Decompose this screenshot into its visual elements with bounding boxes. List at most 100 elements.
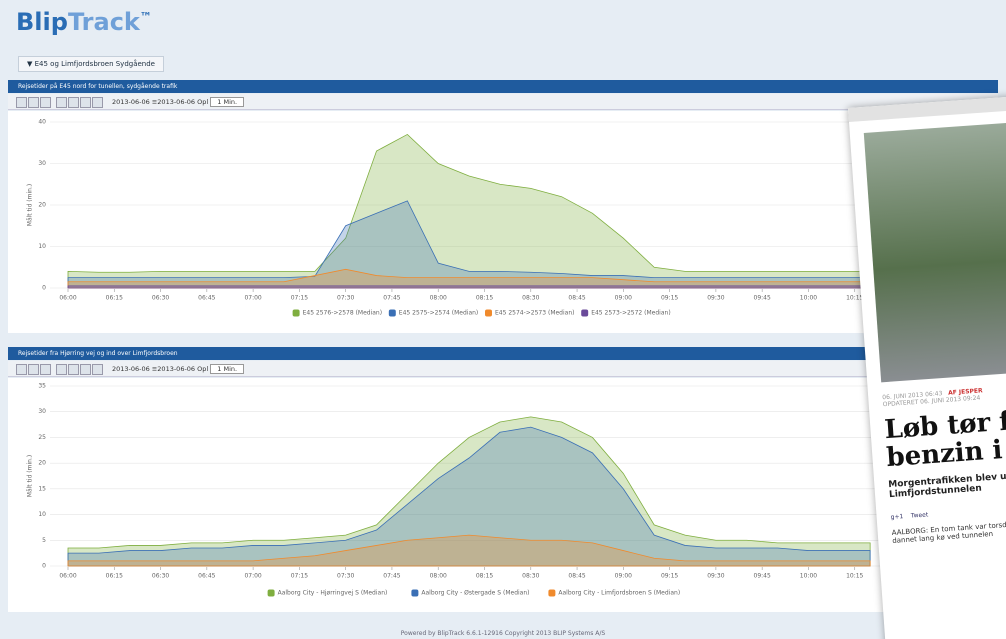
logo: BlipTrack™ bbox=[16, 8, 152, 36]
y-tick-label: 0 bbox=[42, 563, 46, 570]
x-tick-label: 07:15 bbox=[291, 295, 308, 302]
x-tick-label: 08:45 bbox=[568, 295, 585, 302]
share-bar: g+1 Tweet bbox=[890, 501, 1006, 521]
x-tick-label: 06:00 bbox=[59, 295, 76, 302]
footer: Powered by BlipTrack 6.6.1-12916 Copyrig… bbox=[400, 630, 606, 637]
interval-select[interactable]: 1 Min. bbox=[210, 97, 245, 107]
legend-label: Aalborg City - Østergade S (Median) bbox=[421, 590, 529, 597]
button[interactable] bbox=[68, 97, 79, 108]
button[interactable] bbox=[28, 97, 39, 108]
tweet-button[interactable]: Tweet bbox=[910, 511, 929, 520]
panel-body bbox=[8, 111, 998, 333]
legend-swatch bbox=[485, 309, 492, 317]
y-axis-label: Målt tid (min.) bbox=[27, 455, 34, 497]
x-tick-label: 08:00 bbox=[430, 573, 447, 580]
area bbox=[67, 133, 871, 289]
x-tick-label: 08:15 bbox=[476, 295, 493, 302]
x-tick-label: 07:45 bbox=[383, 295, 400, 302]
button[interactable] bbox=[40, 364, 51, 375]
button[interactable] bbox=[16, 97, 27, 108]
x-tick-label: 09:45 bbox=[754, 573, 771, 580]
logo-blip: Blip bbox=[16, 8, 68, 36]
article-body: AALBORG: En tom tank var torsdag skyld i… bbox=[891, 516, 1006, 545]
area bbox=[67, 268, 871, 289]
tab-label: E45 og Limfjordsbroen Sydgående bbox=[34, 60, 155, 68]
button[interactable] bbox=[56, 97, 67, 108]
x-tick-label: 08:15 bbox=[476, 573, 493, 580]
y-tick-label: 15 bbox=[38, 485, 46, 492]
x-tick-label: 06:30 bbox=[152, 573, 169, 580]
panel-title: Rejsetider fra Hjørring vej og ind over … bbox=[18, 350, 178, 357]
x-tick-label: 08:45 bbox=[568, 573, 585, 580]
panel-header[interactable]: Rejsetider på E45 nord for tunellen, syd… bbox=[8, 80, 998, 93]
y-tick-label: 5 bbox=[42, 537, 46, 544]
y-tick-label: 0 bbox=[42, 285, 46, 292]
x-tick-label: 09:15 bbox=[661, 295, 678, 302]
legend-label: E45 2573->2572 (Median) bbox=[591, 310, 670, 317]
tab[interactable]: ▼ E45 og Limfjordsbroen Sydgående bbox=[18, 56, 164, 72]
date-from[interactable]: 2013-06-06 bbox=[112, 98, 150, 106]
toolbar: 2013-06-06 ≡2013-06-06 Opl 1 Min. bbox=[8, 361, 998, 377]
date-to[interactable]: 2013-06-06 bbox=[157, 365, 196, 373]
panel-header[interactable]: Rejsetider fra Hjørring vej og ind over … bbox=[8, 347, 998, 360]
date-from[interactable]: 2013-06-06 bbox=[112, 365, 150, 373]
y-tick-label: 20 bbox=[38, 202, 46, 209]
x-tick-label: 10:15 bbox=[846, 295, 863, 302]
y-tick-label: 35 bbox=[38, 383, 46, 390]
interval-select[interactable]: 1 Min. bbox=[210, 364, 245, 374]
logo-tm: ™ bbox=[139, 10, 152, 24]
button[interactable] bbox=[16, 364, 27, 375]
x-tick-label: 10:15 bbox=[846, 573, 863, 580]
x-tick-label: 09:45 bbox=[754, 295, 771, 302]
y-tick-label: 10 bbox=[38, 511, 46, 518]
logo-track: Track bbox=[67, 8, 140, 36]
legend-label: Aalborg City - Limfjordsbroen S (Median) bbox=[558, 590, 680, 597]
button[interactable] bbox=[56, 364, 67, 375]
date-to[interactable]: 2013-06-06 bbox=[157, 98, 196, 106]
x-tick-label: 06:45 bbox=[198, 295, 215, 302]
legend-label: E45 2575->2574 (Median) bbox=[399, 310, 478, 317]
legend-swatch bbox=[267, 589, 275, 597]
x-tick-label: 06:30 bbox=[152, 295, 169, 302]
x-tick-label: 09:00 bbox=[615, 573, 632, 580]
legend-swatch bbox=[292, 309, 300, 317]
x-tick-label: 07:30 bbox=[337, 295, 354, 302]
x-tick-label: 07:15 bbox=[291, 573, 308, 580]
toolbar: 2013-06-06 ≡2013-06-06 Opl 1 Min. bbox=[8, 94, 998, 110]
button[interactable] bbox=[80, 364, 91, 375]
button[interactable] bbox=[28, 364, 39, 375]
interval-label: Opl bbox=[197, 98, 209, 106]
x-tick-label: 08:30 bbox=[522, 573, 539, 580]
button[interactable] bbox=[68, 364, 79, 375]
button[interactable] bbox=[40, 97, 51, 108]
legend-swatch bbox=[411, 589, 419, 597]
x-tick-label: 07:00 bbox=[244, 295, 261, 302]
area bbox=[67, 534, 871, 567]
y-tick-label: 20 bbox=[38, 460, 46, 467]
y-axis-label: Målt tid (min.) bbox=[27, 184, 34, 226]
panel-body bbox=[8, 378, 998, 612]
y-tick-label: 30 bbox=[38, 160, 46, 167]
x-tick-label: 08:30 bbox=[522, 295, 539, 302]
y-tick-label: 40 bbox=[38, 119, 46, 126]
y-tick-label: 25 bbox=[38, 434, 46, 441]
y-tick-label: 10 bbox=[38, 243, 46, 250]
button[interactable] bbox=[92, 364, 103, 375]
article-headline: Løb tør for benzin i kø bbox=[883, 404, 1006, 474]
x-tick-label: 09:15 bbox=[661, 573, 678, 580]
panel-title: Rejsetider på E45 nord for tunellen, syd… bbox=[18, 83, 178, 90]
article-image bbox=[863, 119, 1006, 383]
x-tick-label: 10:00 bbox=[800, 573, 817, 580]
share-button[interactable]: g+1 bbox=[890, 513, 904, 522]
x-tick-label: 06:15 bbox=[106, 573, 123, 580]
x-tick-label: 07:30 bbox=[337, 573, 354, 580]
x-tick-label: 06:00 bbox=[59, 573, 76, 580]
legend-swatch bbox=[581, 309, 589, 317]
button[interactable] bbox=[80, 97, 91, 108]
interval-label: Opl bbox=[197, 365, 209, 373]
x-tick-label: 10:00 bbox=[800, 295, 817, 302]
y-tick-label: 30 bbox=[38, 408, 46, 415]
button[interactable] bbox=[92, 97, 103, 108]
